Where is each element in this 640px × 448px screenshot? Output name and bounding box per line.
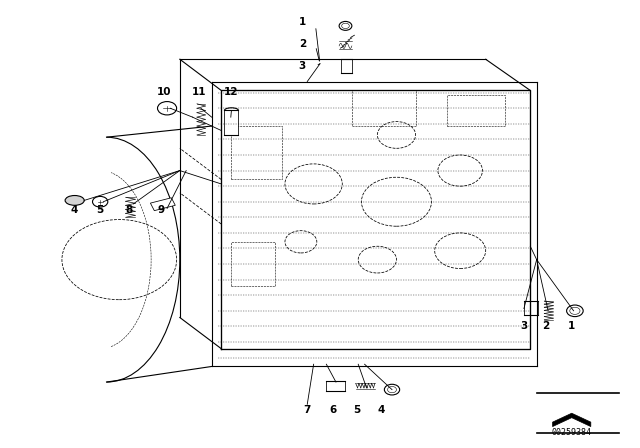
Polygon shape xyxy=(552,413,591,426)
Bar xyxy=(326,381,346,391)
Bar xyxy=(447,95,505,126)
Text: 1: 1 xyxy=(299,17,306,26)
Bar xyxy=(524,302,538,315)
Bar xyxy=(231,126,282,180)
Text: 4: 4 xyxy=(71,205,78,215)
Text: 12: 12 xyxy=(223,87,238,97)
Text: 3: 3 xyxy=(299,61,306,71)
Circle shape xyxy=(93,196,108,207)
Text: 7: 7 xyxy=(303,405,311,415)
Text: 6: 6 xyxy=(329,405,337,415)
Text: 5: 5 xyxy=(353,405,360,415)
Text: 11: 11 xyxy=(191,87,206,97)
Text: 1: 1 xyxy=(568,321,575,331)
Circle shape xyxy=(157,102,177,115)
Bar xyxy=(150,198,175,211)
Ellipse shape xyxy=(65,195,84,205)
Text: 4: 4 xyxy=(378,405,385,415)
Text: 3: 3 xyxy=(520,321,527,331)
Bar xyxy=(231,242,275,286)
Text: 8: 8 xyxy=(125,205,132,215)
Bar xyxy=(225,111,239,135)
Text: 2: 2 xyxy=(543,321,550,331)
Text: 00259384: 00259384 xyxy=(552,428,592,437)
Text: 5: 5 xyxy=(97,205,104,215)
Bar xyxy=(341,59,353,73)
Text: 10: 10 xyxy=(157,87,171,97)
Text: 2: 2 xyxy=(299,39,306,49)
Text: 9: 9 xyxy=(157,205,164,215)
Bar xyxy=(352,90,415,126)
